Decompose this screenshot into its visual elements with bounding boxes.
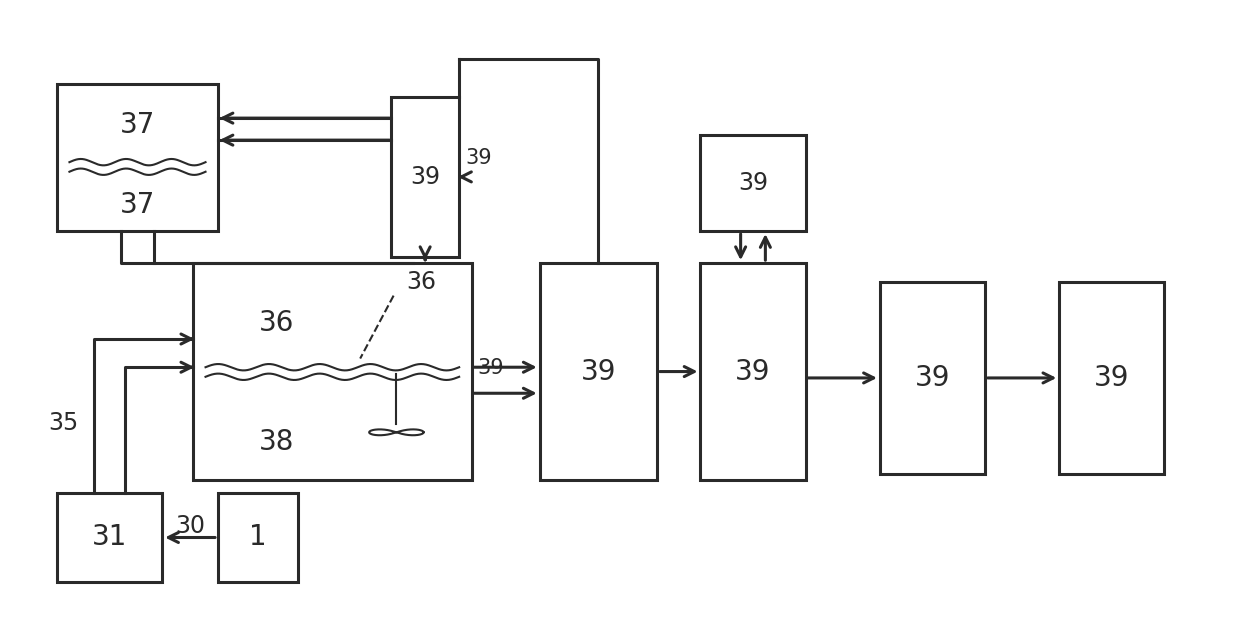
Text: 30: 30 <box>175 514 205 538</box>
Text: 39: 39 <box>410 165 440 189</box>
Text: 31: 31 <box>92 524 128 551</box>
Bar <box>1059 282 1164 474</box>
Bar <box>539 263 657 480</box>
Bar <box>57 493 162 582</box>
Bar <box>701 263 806 480</box>
Text: 39: 39 <box>477 358 505 378</box>
Text: 39: 39 <box>465 148 492 168</box>
Text: 39: 39 <box>735 358 771 385</box>
Text: 38: 38 <box>259 428 294 456</box>
Bar <box>391 97 459 256</box>
Text: 35: 35 <box>48 411 78 435</box>
Bar <box>701 135 806 231</box>
Bar <box>218 493 299 582</box>
Bar <box>880 282 985 474</box>
Bar <box>193 263 471 480</box>
Text: 39: 39 <box>738 171 768 196</box>
Text: 37: 37 <box>120 111 155 138</box>
Text: 39: 39 <box>1094 364 1130 392</box>
Bar <box>57 85 218 231</box>
Text: 36: 36 <box>259 309 294 337</box>
Text: 36: 36 <box>405 271 436 294</box>
Text: 1: 1 <box>249 524 267 551</box>
Text: 39: 39 <box>580 358 616 385</box>
Text: 39: 39 <box>915 364 950 392</box>
Text: 37: 37 <box>120 192 155 219</box>
